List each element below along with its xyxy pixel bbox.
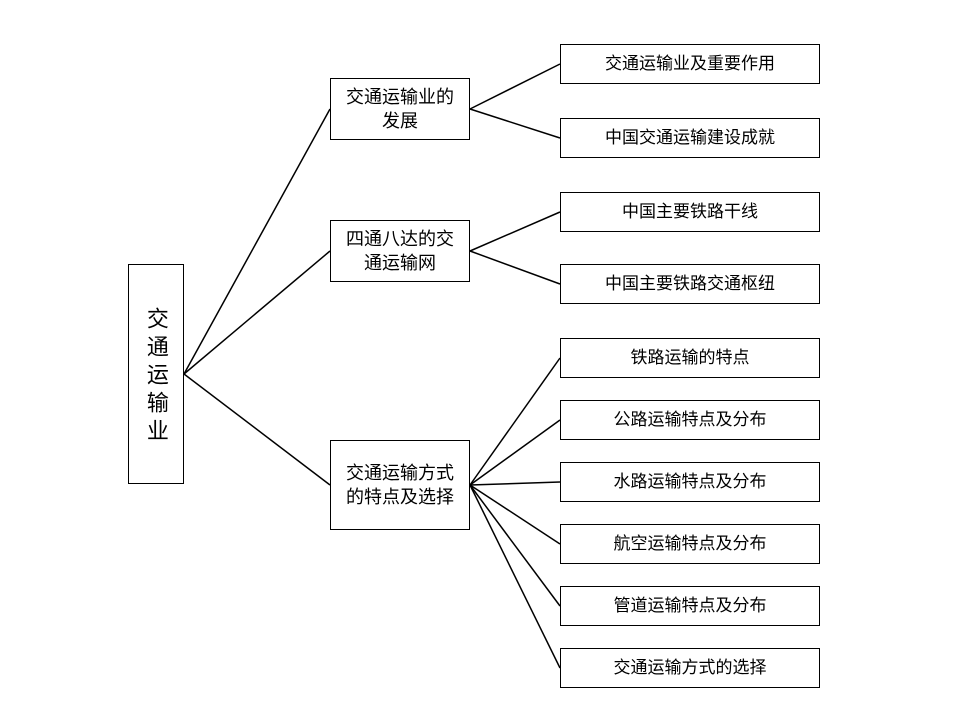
mid-label: 交通运输方式的特点及选择 (339, 461, 461, 510)
leaf-node: 中国主要铁路交通枢纽 (560, 264, 820, 304)
leaf-label: 铁路运输的特点 (631, 347, 750, 370)
leaf-node: 公路运输特点及分布 (560, 400, 820, 440)
leaf-node: 航空运输特点及分布 (560, 524, 820, 564)
leaf-node: 管道运输特点及分布 (560, 586, 820, 626)
leaf-node: 中国交通运输建设成就 (560, 118, 820, 158)
leaf-node: 水路运输特点及分布 (560, 462, 820, 502)
root-label: 交通运输业 (141, 307, 171, 447)
leaf-label: 水路运输特点及分布 (614, 471, 767, 494)
leaf-label: 中国交通运输建设成就 (605, 127, 775, 150)
leaf-label: 中国主要铁路干线 (622, 201, 758, 224)
mid-node: 交通运输方式的特点及选择 (330, 440, 470, 530)
leaf-node: 中国主要铁路干线 (560, 192, 820, 232)
mid-label: 四通八达的交通运输网 (339, 227, 461, 276)
mid-label: 交通运输业的发展 (339, 85, 461, 134)
leaf-node: 交通运输方式的选择 (560, 648, 820, 688)
leaf-node: 铁路运输的特点 (560, 338, 820, 378)
leaf-label: 交通运输方式的选择 (614, 657, 767, 680)
leaf-label: 交通运输业及重要作用 (605, 53, 775, 76)
mid-node: 交通运输业的发展 (330, 78, 470, 140)
leaf-node: 交通运输业及重要作用 (560, 44, 820, 84)
mid-node: 四通八达的交通运输网 (330, 220, 470, 282)
leaf-label: 航空运输特点及分布 (614, 533, 767, 556)
root-node: 交通运输业 (128, 264, 184, 484)
leaf-label: 中国主要铁路交通枢纽 (605, 273, 775, 296)
diagram-canvas: 交通运输业 交通运输业的发展四通八达的交通运输网交通运输方式的特点及选择交通运输… (0, 0, 960, 720)
leaf-label: 公路运输特点及分布 (614, 409, 767, 432)
leaf-label: 管道运输特点及分布 (614, 595, 767, 618)
